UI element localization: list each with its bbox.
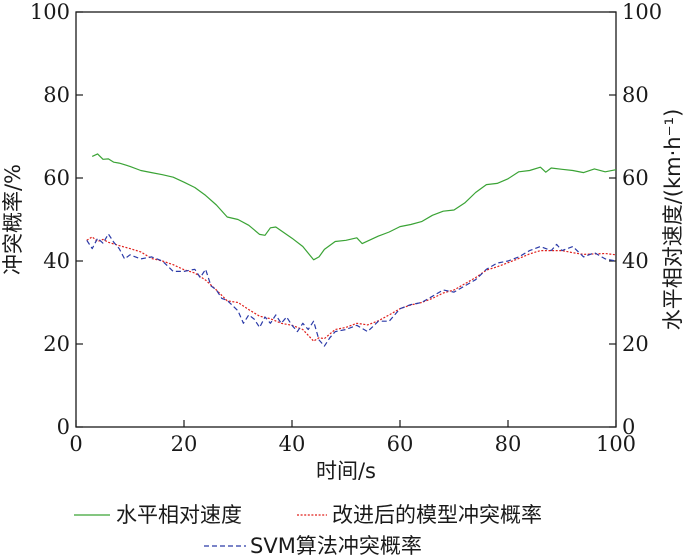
series-line-svm xyxy=(86,233,617,347)
x-tick-label: 60 xyxy=(387,432,414,456)
y-right-tick-label: 0 xyxy=(622,415,635,439)
y-axis-left-label: 冲突概率/% xyxy=(1,164,25,275)
plot-frame xyxy=(75,11,617,428)
legend-label-svm: SVM算法冲突概率 xyxy=(250,534,422,558)
legend-label-improved-model: 改进后的模型冲突概率 xyxy=(332,503,542,527)
y-right-tick-label: 40 xyxy=(622,249,649,273)
y-right-tick-label: 20 xyxy=(622,332,649,356)
y-right-tick-label: 60 xyxy=(622,166,649,190)
series-line-horizontal-speed xyxy=(91,153,617,261)
legend-item-horizontal-speed: 水平相对速度 xyxy=(74,503,242,527)
legend-item-improved-model: 改进后的模型冲突概率 xyxy=(297,503,542,527)
series-layer xyxy=(86,153,617,347)
y-left-tick-label: 100 xyxy=(30,0,70,24)
y-left-tick-label: 20 xyxy=(43,332,70,356)
y-right-tick-label: 100 xyxy=(622,0,662,24)
x-tick-label: 40 xyxy=(279,432,306,456)
legend-label-horizontal-speed: 水平相对速度 xyxy=(116,503,242,527)
x-axis-label: 时间/s xyxy=(316,459,376,483)
legend: 水平相对速度 改进后的模型冲突概率 SVM算法冲突概率 xyxy=(74,503,542,558)
plot-border xyxy=(75,11,617,428)
y-left-tick-label: 60 xyxy=(43,166,70,190)
y-axis-right-label: 水平相对速度/(km·h⁻¹) xyxy=(661,109,685,331)
y-left-tick-label: 40 xyxy=(43,249,70,273)
x-tick-label: 80 xyxy=(495,432,522,456)
series-line-improved-model xyxy=(86,236,617,342)
x-tick-label: 0 xyxy=(69,432,82,456)
x-tick-label: 100 xyxy=(596,432,636,456)
x-tick-label: 20 xyxy=(171,432,198,456)
y-left-tick-label: 0 xyxy=(57,415,70,439)
y-right-tick-label: 80 xyxy=(622,83,649,107)
legend-item-svm: SVM算法冲突概率 xyxy=(204,534,422,558)
y-left-tick-label: 80 xyxy=(43,83,70,107)
